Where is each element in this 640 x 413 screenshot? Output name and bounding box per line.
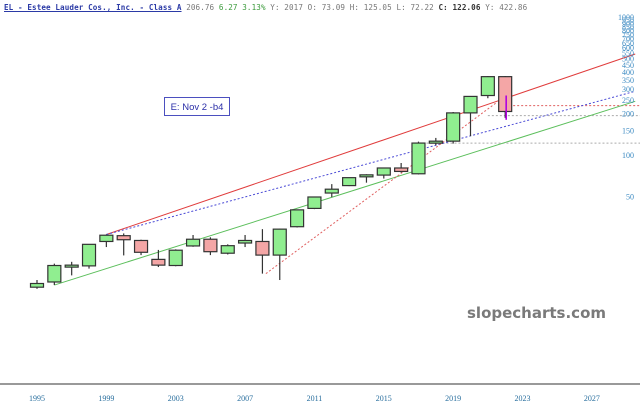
earnings-annotation-box: E: Nov 2 -b4 xyxy=(164,97,230,116)
candle-2007[interactable] xyxy=(237,234,253,248)
x-tick-label: 1999 xyxy=(98,394,114,403)
price-change: 6.27 xyxy=(218,3,238,12)
y-tick-label: 950 xyxy=(622,16,634,25)
x-tick-label: 2011 xyxy=(307,394,323,403)
y-tick-label: 1000 xyxy=(618,13,634,22)
candle-2010[interactable] xyxy=(290,209,305,228)
y-tick-label: 350 xyxy=(622,76,634,85)
candle-2017[interactable] xyxy=(411,141,426,175)
candle-2001[interactable] xyxy=(133,239,149,256)
close-value: 122.06 xyxy=(452,3,481,12)
candle-2013[interactable] xyxy=(342,177,357,187)
watermark: slopecharts.com xyxy=(467,304,606,322)
close-label: C: xyxy=(438,3,448,12)
y-tick-label: 500 xyxy=(622,55,634,64)
x-axis-divider xyxy=(0,383,640,385)
last-price: 206.76 xyxy=(186,3,215,12)
candle-1998[interactable] xyxy=(81,243,97,269)
candle-2000[interactable] xyxy=(116,233,131,256)
y-tick-label: 400 xyxy=(622,68,634,77)
y-tick-label: 300 xyxy=(622,85,634,94)
candle-2006[interactable] xyxy=(220,244,235,255)
bar-year: Y: 2017 xyxy=(270,3,303,12)
y-tick-label: 150 xyxy=(622,127,634,136)
candle-2020[interactable] xyxy=(463,95,478,137)
candle-1996[interactable] xyxy=(47,263,62,286)
y-tick-label: 100 xyxy=(622,151,634,160)
y-tick-label: 650 xyxy=(622,39,634,48)
x-tick-label: 2015 xyxy=(376,394,392,403)
candle-2014[interactable] xyxy=(359,174,374,183)
y-tick-label: 50 xyxy=(626,193,634,202)
price-change-pct: 3.13% xyxy=(242,3,266,12)
y-tick-label: 900 xyxy=(622,19,634,28)
candle-2011[interactable] xyxy=(307,196,322,210)
candle-2016[interactable] xyxy=(394,162,409,173)
x-tick-label: 2003 xyxy=(168,394,184,403)
x-axis: 1995 1999 2003 2007 2011 2015 2019 2023 2027 xyxy=(29,394,600,403)
candle-2008[interactable] xyxy=(255,229,270,274)
candle-1995[interactable] xyxy=(29,280,45,289)
candle-2003[interactable] xyxy=(168,249,183,267)
red-dotted-trend xyxy=(265,102,497,275)
x-tick-label: 2007 xyxy=(237,394,253,403)
candle-2019[interactable] xyxy=(446,112,461,144)
y-tick-label: 250 xyxy=(622,96,634,105)
x-tick-label: 2019 xyxy=(445,394,461,403)
green-lower-trend xyxy=(54,100,636,286)
chart-header: EL - Estee Lauder Cos., Inc. - Class A 2… xyxy=(4,3,527,12)
y-tick-label: 600 xyxy=(622,44,634,53)
horizontal-levels xyxy=(418,105,640,144)
y-tick-label: 750 xyxy=(622,30,634,39)
extra-label: Y: xyxy=(485,3,495,12)
blue-dotted-trend xyxy=(106,90,636,236)
open-label: O: xyxy=(307,3,318,12)
candle-1997[interactable] xyxy=(64,261,79,276)
x-tick-label: 2023 xyxy=(515,394,531,403)
open-value: 73.09 xyxy=(321,3,346,12)
candle-2022[interactable] xyxy=(498,76,513,118)
candle-1999[interactable] xyxy=(99,234,114,248)
y-tick-label: 200 xyxy=(622,109,634,118)
candle-2018[interactable] xyxy=(428,137,443,146)
extra-value: 422.86 xyxy=(499,3,528,12)
y-tick-label: 450 xyxy=(622,61,634,70)
high-label: H: xyxy=(349,3,360,12)
y-tick-label: 850 xyxy=(622,23,634,32)
y-tick-label: 550 xyxy=(622,49,634,58)
x-tick-label: 2027 xyxy=(584,394,600,403)
x-tick-label: 1995 xyxy=(29,394,45,403)
ticker-title-link[interactable]: EL - Estee Lauder Cos., Inc. - Class A xyxy=(4,3,182,12)
candle-2002[interactable] xyxy=(151,249,166,268)
high-value: 125.05 xyxy=(363,3,392,12)
red-upper-trend xyxy=(106,53,636,236)
candle-2012[interactable] xyxy=(324,184,339,198)
candle-2005[interactable] xyxy=(203,237,218,256)
candlesticks xyxy=(29,76,513,289)
y-tick-label: 800 xyxy=(622,26,634,35)
y-axis: 50 100 150 200 250 30035040045050055060065070… xyxy=(618,13,634,201)
candle-2009[interactable] xyxy=(272,228,287,281)
y-tick-label: 700 xyxy=(622,34,634,43)
candle-2015[interactable] xyxy=(376,167,391,179)
candle-2004[interactable] xyxy=(185,234,201,247)
candle-2021[interactable] xyxy=(480,76,495,99)
low-value: 72.22 xyxy=(410,3,434,12)
low-label: L: xyxy=(396,3,406,12)
